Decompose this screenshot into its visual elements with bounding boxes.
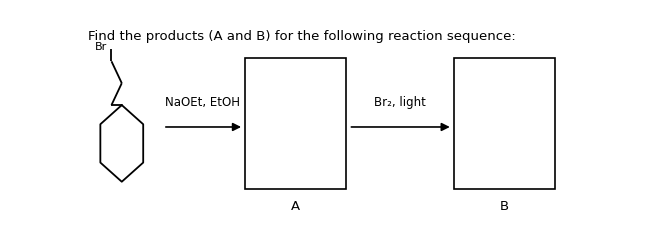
Bar — [245, 58, 346, 189]
Text: NaOEt, EtOH: NaOEt, EtOH — [165, 96, 240, 109]
Text: Find the products (A and B) for the following reaction sequence:: Find the products (A and B) for the foll… — [88, 30, 516, 43]
Text: Br: Br — [94, 42, 106, 52]
Bar — [454, 58, 555, 189]
Text: A: A — [291, 200, 301, 213]
Text: Br₂, light: Br₂, light — [374, 96, 426, 109]
Text: B: B — [500, 200, 509, 213]
